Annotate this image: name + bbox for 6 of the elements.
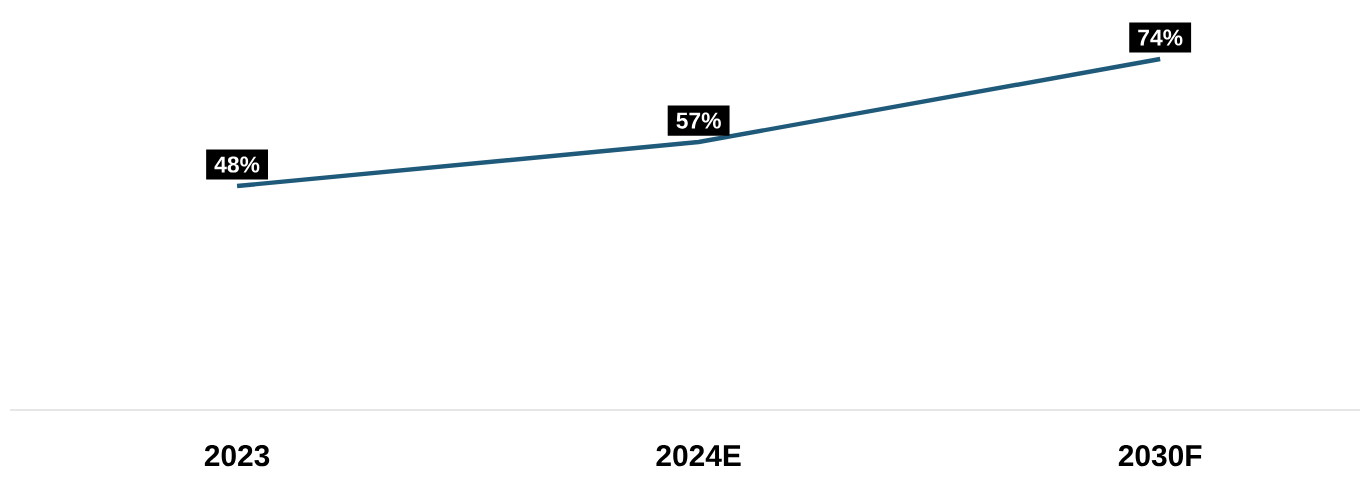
x-tick-label: 2023 bbox=[204, 445, 270, 467]
data-label: 57% bbox=[676, 112, 721, 129]
x-tick-label: 2030F bbox=[1118, 445, 1202, 467]
data-label: 74% bbox=[1138, 29, 1183, 46]
data-label: 48% bbox=[214, 156, 260, 173]
x-tick-label: 2024E bbox=[656, 445, 741, 467]
